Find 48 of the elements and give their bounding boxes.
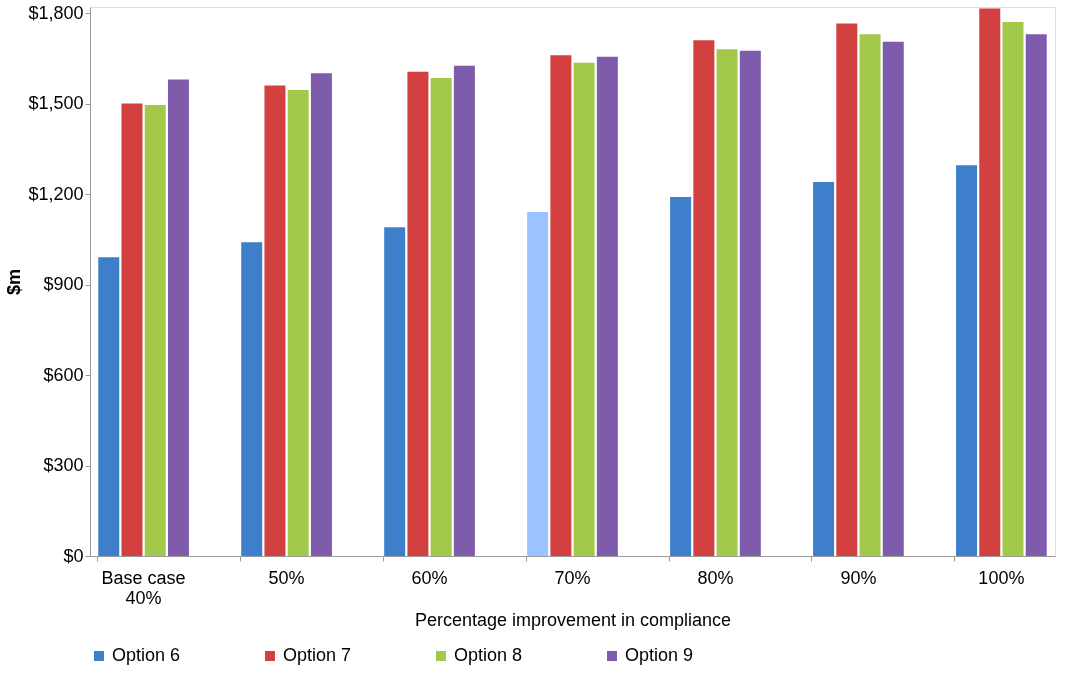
y-tick-label: $900 [43, 274, 84, 295]
y-tick-label: $1,500 [28, 93, 84, 114]
bar [144, 105, 166, 556]
bar [979, 8, 1001, 556]
x-tick-label: Base case 40% [101, 567, 186, 608]
bar [287, 89, 309, 556]
bar [264, 85, 286, 556]
y-tick-label: $600 [43, 364, 84, 385]
bar [430, 77, 452, 556]
y-tick-label: $300 [43, 455, 84, 476]
legend-label: Option 8 [454, 645, 523, 665]
x-tick-label: 70% [554, 567, 591, 588]
bar [241, 242, 263, 556]
bar [813, 181, 835, 556]
y-tick-label: $1,200 [28, 183, 84, 204]
bar [693, 40, 715, 556]
x-tick-label: 90% [840, 567, 877, 588]
legend-label: Option 6 [112, 645, 181, 665]
bar [573, 62, 595, 556]
legend-label: Option 9 [625, 645, 694, 665]
bar [167, 79, 189, 556]
bar [739, 50, 761, 556]
bar [859, 34, 881, 556]
bar [550, 55, 572, 556]
x-axis-title: Percentage improvement in compliance [414, 609, 732, 630]
bar [956, 165, 978, 556]
y-tick-label: $1,800 [28, 2, 84, 23]
bar [310, 73, 332, 556]
y-axis-title: $m [4, 268, 25, 296]
bar [882, 41, 904, 556]
bar [98, 257, 120, 556]
bar [407, 71, 429, 556]
bar [1002, 22, 1024, 556]
y-tick-label: $0 [63, 545, 84, 566]
x-tick-label: 100% [978, 567, 1025, 588]
bar [716, 49, 738, 556]
legend-label: Option 7 [283, 645, 352, 665]
bar [527, 212, 549, 556]
bar [121, 103, 143, 556]
bar [453, 65, 475, 556]
bar [1025, 34, 1047, 556]
x-tick-label: 50% [268, 567, 305, 588]
bar [670, 197, 692, 556]
bar [596, 56, 618, 556]
x-tick-label: 60% [411, 567, 448, 588]
bar [836, 23, 858, 556]
bar [384, 227, 406, 556]
x-tick-label: 80% [697, 567, 734, 588]
